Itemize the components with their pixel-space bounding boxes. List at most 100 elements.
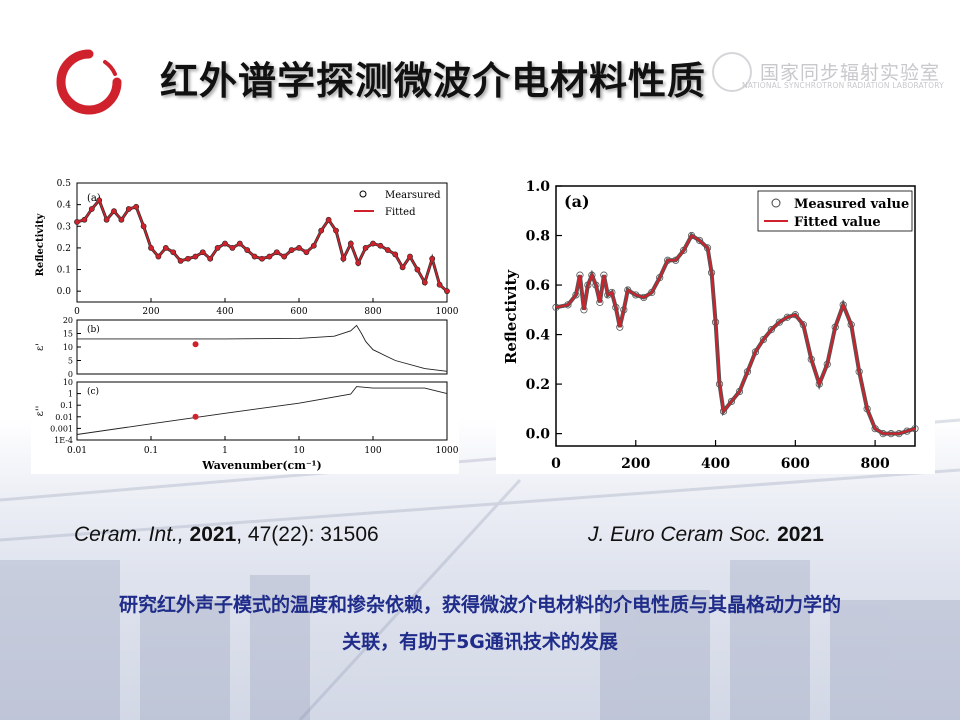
panel-b-frame [76, 319, 448, 375]
figure-2-xticks: 0 200 400 600 800 [551, 440, 890, 472]
legend-measured-marker [359, 190, 367, 198]
panel-b-ylabel: ε' [35, 343, 46, 351]
figure-reflectivity-fit: (a) Reflectivity 0.0 0.2 0.4 0.6 0.8 1.0 0 200… [496, 177, 935, 474]
epsilon-real-line [77, 324, 448, 372]
measured-value-point [680, 246, 688, 254]
legend-fitted-value-label: Fitted value [794, 215, 881, 230]
figure-2-panel-label: (a) [564, 192, 590, 211]
legend-measured-value-marker [771, 198, 781, 208]
summary-line-1: 研究红外声子模式的温度和掺杂依赖，获得微波介电材料的介电性质与其晶格动力学的 [118, 594, 841, 616]
lab-name-en: NATIONAL SYNCHROTRON RADIATION LABORATOR… [742, 81, 944, 90]
epsilon-imag-point [192, 413, 199, 420]
panel-b-yticks: 0 5 10 15 20 [63, 316, 81, 379]
figure-2-yticks: 0.0 0.2 0.4 0.6 0.8 1.0 [526, 179, 562, 443]
figure-2-series [552, 231, 919, 438]
xtick-label: 1 [222, 446, 228, 456]
slide-title: 红外谱学探测微波介电材料性质 [160, 59, 707, 103]
ytick-label: 1E-4 [54, 436, 73, 445]
ytick-label: 0.4 [57, 201, 72, 211]
panel-c-yticks: 1E-4 0.001 0.01 0.1 1 10 [50, 378, 81, 445]
figure-reflectivity-dielectric: (a) Reflectivity 0.0 0.1 0.2 0.3 0.4 0.5 0 200… [31, 177, 459, 474]
epsilon-imag-line [76, 386, 448, 435]
measured-value-point [839, 301, 847, 309]
xtick-label: 10 [293, 446, 305, 456]
ytick-label: 0.4 [526, 328, 551, 344]
epsilon-real-point [192, 341, 199, 348]
measured-value-line [555, 232, 916, 436]
citation-2-journal: J. Euro Ceram Soc. [588, 523, 772, 546]
figure-1-plot: (a) Reflectivity 0.00.10.20.30.40.5 0 200… [35, 179, 459, 472]
citation-1-journal: Ceram. Int., [74, 523, 184, 546]
summary-line-2: 关联，有助于5G通讯技术的发展 [342, 631, 618, 653]
panel-a-xticks: 0 200 400 600 800 1000 [74, 298, 459, 317]
panel-a-frame [76, 182, 448, 303]
citation-1-year: 2021 [189, 523, 237, 546]
ytick-label: 0 [68, 370, 73, 379]
ytick-label: 0.001 [50, 424, 73, 433]
figure-2-legend-box [757, 190, 913, 232]
measured-value-point [727, 397, 736, 406]
measured-point [74, 219, 80, 225]
measured-value-point [648, 288, 656, 297]
lab-name-cn: 国家同步辐射实验室 [760, 62, 941, 84]
legend-measured-label: Mearsured [385, 190, 441, 201]
citation-1-volume: , 47(22): 31506 [236, 523, 379, 546]
ytick-label: 0.3 [57, 222, 72, 232]
ytick-label: 20 [63, 316, 73, 325]
citation-1: Ceram. Int., 2021, 47(22): 31506 [74, 523, 379, 547]
panel-b-label: (b) [87, 324, 100, 335]
xtick-label: 0.01 [67, 446, 87, 456]
ytick-label: 0.0 [526, 427, 551, 443]
figure-2-legend: Measured value Fitted value [757, 190, 913, 232]
panel-c-series [76, 386, 448, 435]
measured-value-point [656, 274, 664, 282]
xtick-label: 1000 [436, 307, 459, 317]
fitted-value-line [555, 234, 916, 435]
panel-a-legend: Mearsured Fitted [354, 190, 441, 218]
measured-value-point [588, 271, 596, 279]
measured-value-point [688, 231, 696, 240]
ytick-label: 0.1 [57, 266, 71, 276]
measured-value-point [871, 425, 879, 433]
ytick-label: 10 [63, 378, 73, 387]
ytick-label: 0.2 [526, 377, 550, 393]
xtick-label: 1000 [436, 446, 459, 456]
ytick-label: 0.2 [57, 244, 71, 254]
legend-measured-value-label: Measured value [794, 197, 909, 212]
institution-logo-icon [56, 49, 122, 115]
xtick-label: 0 [74, 307, 80, 317]
ytick-label: 0.01 [55, 413, 73, 422]
ytick-label: 1 [68, 390, 73, 399]
panel-b-series [77, 324, 448, 372]
panel-c-ylabel: ε'' [35, 406, 46, 417]
xtick-label: 0 [551, 456, 561, 472]
ytick-label: 0.0 [57, 287, 72, 297]
ytick-label: 0.5 [57, 179, 72, 189]
panel-c-xticks: 0.01 0.1 1 10 100 1000 [67, 436, 459, 456]
xtick-label: 200 [621, 456, 650, 472]
xtick-label: 800 [860, 456, 889, 472]
panel-a-series [74, 197, 450, 295]
measured-value-point [696, 236, 704, 245]
xtick-label: 400 [216, 307, 233, 317]
ytick-label: 10 [63, 343, 73, 352]
ytick-label: 5 [68, 357, 73, 366]
ytick-label: 1.0 [526, 179, 551, 195]
figure-2-ylabel: Reflectivity [502, 269, 520, 365]
ytick-label: 0.1 [60, 401, 73, 410]
xtick-label: 400 [701, 456, 730, 472]
figure-2-plot: (a) Reflectivity 0.0 0.2 0.4 0.6 0.8 1.0 0 200… [502, 179, 919, 472]
xtick-label: 200 [142, 307, 159, 317]
panel-c-xlabel: Wavenumber(cm⁻¹) [201, 459, 321, 472]
panel-a-ylabel: Reflectivity [35, 212, 46, 276]
citation-2: J. Euro Ceram Soc. 2021 [588, 523, 824, 547]
panel-c-label: (c) [87, 386, 99, 397]
xtick-label: 800 [364, 307, 381, 317]
xtick-label: 100 [364, 446, 381, 456]
fitted-series-line [76, 198, 448, 292]
measured-value-point [751, 348, 760, 356]
lab-watermark-icon [712, 52, 752, 92]
ytick-label: 0.8 [526, 229, 550, 245]
xtick-label: 0.1 [144, 446, 158, 456]
figure-2-frame [555, 185, 916, 447]
